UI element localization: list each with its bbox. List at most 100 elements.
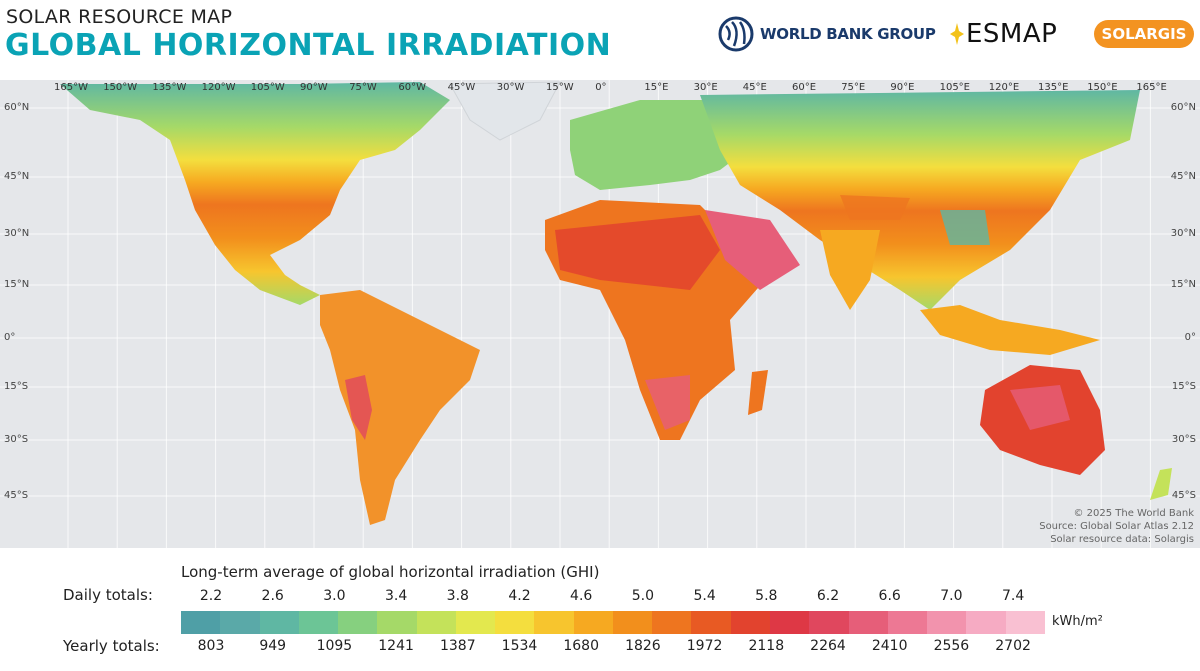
colorbar-swatch [691, 611, 731, 634]
longitude-label: 45°E [742, 82, 767, 93]
longitude-label: 105°W [250, 82, 285, 93]
latitude-label-left: 45°N [4, 171, 30, 182]
region-kalahari [645, 375, 690, 430]
colorbar-swatch [181, 611, 221, 634]
longitude-label: 45°W [447, 82, 476, 93]
daily-tick-label: 3.4 [384, 588, 408, 604]
colorbar-swatch [377, 611, 417, 634]
latitude-label-left: 15°N [4, 279, 30, 290]
daily-tick-label: 5.4 [693, 588, 716, 604]
longitude-label: 135°E [1038, 82, 1069, 93]
daily-tick-label: 3.8 [446, 588, 469, 604]
longitude-label: 60°W [398, 82, 427, 93]
colorbar-swatch [416, 611, 456, 634]
longitude-label: 30°W [496, 82, 525, 93]
yearly-tick-label: 1972 [686, 638, 723, 654]
world-bank-logo-text: WORLD BANK GROUP [760, 25, 936, 43]
latitude-label-left: 45°S [4, 490, 29, 501]
region-sahara [555, 215, 720, 290]
yearly-tick-label: 949 [259, 638, 287, 654]
landmass-new-zealand [1150, 468, 1172, 500]
colorbar-swatch [1005, 611, 1045, 634]
longitude-label: 75°E [841, 82, 866, 93]
yearly-tick-label: 2264 [810, 638, 846, 654]
legend-title: Long-term average of global horizontal i… [181, 563, 600, 581]
latitude-label-right: 45°N [1170, 171, 1196, 182]
map-canvas [0, 80, 1200, 548]
world-bank-logo: WORLD BANK GROUP [718, 14, 936, 54]
colorbar-swatch [573, 611, 613, 634]
longitude-label: 150°W [103, 82, 138, 93]
daily-tick-label: 5.8 [755, 588, 778, 604]
latitude-label-right: 15°N [1170, 279, 1196, 290]
map-credit-copyright: © 2025 The World Bank [1073, 508, 1194, 519]
continent-south-america [320, 290, 480, 525]
daily-tick-label: 2.2 [199, 588, 223, 604]
latitude-label-left: 15°S [4, 381, 29, 392]
longitude-label: 15°E [644, 82, 669, 93]
colorbar-swatch [966, 611, 1006, 634]
yearly-tick-label: 803 [197, 638, 225, 654]
region-andes [345, 375, 372, 440]
esmap-logo: ESMAP [950, 18, 1057, 50]
colorbar-swatch [887, 611, 928, 634]
solargis-logo: SOLARGIS [1094, 20, 1194, 48]
latitude-label-right: 15°S [1171, 381, 1196, 392]
region-arabian-peninsula [705, 210, 800, 290]
yearly-tick-label: 1826 [625, 638, 661, 654]
colorbar-swatch [259, 611, 299, 634]
colorbar-swatch [612, 611, 653, 634]
daily-tick-label: 7.4 [1001, 588, 1025, 604]
header: SOLAR RESOURCE MAP GLOBAL HORIZONTAL IRR… [0, 0, 1200, 80]
continent-asia [700, 90, 1140, 310]
longitude-label: 135°W [152, 82, 187, 93]
longitude-label: 90°E [890, 82, 915, 93]
landmass-madagascar [748, 370, 768, 415]
colorbar-swatch [298, 611, 339, 634]
daily-tick-label: 3.0 [323, 588, 346, 604]
colorbar-swatch [769, 611, 810, 634]
longitude-label: 150°E [1087, 82, 1118, 93]
longitude-label: 105°E [939, 82, 970, 93]
longitude-label: 165°E [1136, 82, 1167, 93]
colorbar-swatch [455, 611, 496, 634]
latitude-label-right: 30°N [1170, 228, 1196, 239]
region-australia-interior [1010, 385, 1070, 430]
map-credit-data: Solar resource data: Solargis [1050, 534, 1194, 545]
latitude-label-left: 30°S [4, 434, 29, 445]
daily-tick-label: 6.2 [816, 588, 840, 604]
world-map: 165°W 150°W 135°W 120°W 105°W 90°W 75°W 60°W 45°… [0, 80, 1200, 548]
yearly-tick-label: 1387 [439, 638, 476, 654]
esmap-star-icon [950, 23, 964, 45]
daily-tick-label: 7.0 [940, 588, 963, 604]
legend-daily-label: Daily totals: [63, 586, 153, 604]
longitude-label: 165°W [54, 82, 88, 93]
latitude-label-right: 0° [1184, 332, 1196, 343]
region-sichuan [940, 210, 990, 245]
longitude-label: 60°E [792, 82, 817, 93]
colorbar-swatch [495, 611, 535, 634]
colorbar-swatch [927, 611, 967, 634]
colorbar-swatch [730, 611, 770, 634]
daily-tick-label: 2.6 [261, 588, 284, 604]
map-supertitle: SOLAR RESOURCE MAP [6, 6, 233, 28]
longitude-label: 0° [595, 82, 607, 93]
colorbar-swatch [220, 611, 260, 634]
yearly-tick-label: 2410 [871, 638, 908, 654]
daily-tick-label: 5.0 [631, 588, 655, 604]
latitude-label-right: 30°S [1171, 434, 1196, 445]
yearly-tick-label: 2702 [995, 638, 1031, 654]
longitude-label: 120°E [988, 82, 1020, 93]
yearly-tick-label: 1534 [501, 638, 538, 654]
longitude-label: 30°E [693, 82, 718, 93]
daily-tick-label: 4.6 [570, 588, 593, 604]
legend-yearly-label: Yearly totals: [63, 637, 160, 655]
landmass-greenland [449, 81, 561, 141]
latitude-label-left: 30°N [4, 228, 30, 239]
longitude-label: 120°W [201, 82, 236, 93]
colorbar-swatch [809, 611, 849, 634]
legend-colorbar [181, 611, 1045, 634]
yearly-tick-label: 2118 [748, 638, 785, 654]
solargis-logo-text: SOLARGIS [1101, 25, 1187, 43]
latitude-label-left: 0° [4, 332, 16, 343]
